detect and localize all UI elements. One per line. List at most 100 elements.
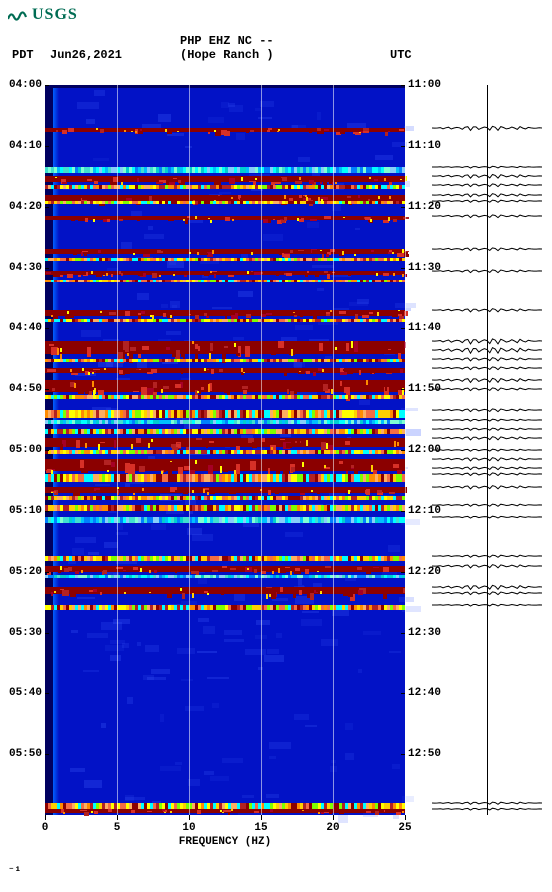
spec-noise	[86, 119, 96, 124]
y-tick-mark-right	[401, 146, 405, 147]
spec-noise	[405, 429, 421, 436]
spec-band	[45, 258, 405, 261]
spec-band	[45, 410, 405, 417]
y-tick-mark-right	[401, 693, 405, 694]
spec-noise	[87, 633, 108, 637]
spec-band	[45, 167, 405, 173]
spec-noise	[267, 649, 279, 655]
spec-noise	[158, 114, 171, 122]
spec-noise	[312, 265, 334, 268]
spec-band	[45, 429, 405, 434]
spec-noise	[264, 655, 285, 662]
seis-trace	[432, 406, 542, 412]
spec-noise	[95, 484, 110, 486]
y-tick-right: 12:10	[408, 505, 441, 517]
spec-gridline	[117, 85, 118, 815]
seis-trace	[432, 501, 542, 507]
spec-noise	[266, 794, 279, 798]
spec-noise	[224, 630, 242, 635]
spec-band	[45, 487, 405, 493]
y-tick-mark-right	[401, 754, 405, 755]
x-tick: 15	[254, 822, 267, 834]
usgs-logo: USGS	[8, 6, 78, 24]
y-tick-mark-right	[401, 572, 405, 573]
spec-noise	[104, 542, 118, 549]
spec-noise	[101, 723, 106, 729]
spec-noise	[307, 222, 318, 228]
spec-noise	[192, 534, 213, 541]
spec-noise	[151, 669, 169, 675]
y-tick-mark-left	[45, 511, 49, 512]
x-tick: 20	[326, 822, 339, 834]
spec-noise	[363, 631, 381, 635]
spec-band	[45, 280, 405, 282]
y-tick-left: 05:40	[4, 687, 42, 699]
usgs-logo-text: USGS	[32, 6, 78, 24]
spec-noise	[221, 102, 229, 108]
spec-noise	[197, 651, 217, 653]
seis-trace	[432, 589, 542, 595]
y-tick-mark-left	[45, 207, 49, 208]
spec-noise	[263, 234, 283, 241]
y-tick-mark-right	[401, 85, 405, 86]
y-tick-left: 04:10	[4, 140, 42, 152]
spec-noise	[393, 814, 399, 818]
spec-band	[45, 128, 405, 133]
spec-noise	[203, 626, 215, 634]
seis-trace	[432, 416, 542, 422]
seis-trace	[432, 446, 542, 452]
seis-trace	[432, 245, 542, 251]
spec-noise	[236, 133, 246, 140]
spec-noise	[121, 242, 132, 250]
spec-band	[45, 459, 405, 471]
y-tick-mark-left	[45, 633, 49, 634]
spec-noise	[77, 597, 95, 599]
spec-band	[45, 496, 405, 501]
spec-noise	[198, 618, 209, 622]
spec-noise	[285, 532, 303, 537]
spec-noise	[388, 545, 400, 552]
x-tick-mark	[405, 815, 406, 820]
spec-band	[45, 85, 405, 88]
spec-noise	[170, 301, 180, 308]
seis-trace	[432, 197, 542, 203]
spec-noise	[357, 299, 369, 304]
spec-noise	[245, 649, 266, 655]
seis-trace	[432, 376, 542, 382]
spec-noise	[305, 725, 318, 727]
spec-gridline	[189, 85, 190, 815]
y-tick-right: 12:40	[408, 687, 441, 699]
spec-noise	[229, 105, 243, 112]
spec-noise	[88, 552, 99, 555]
seis-trace	[432, 805, 542, 811]
spec-gridline	[261, 85, 262, 815]
spec-noise	[151, 524, 166, 531]
seis-trace	[432, 562, 542, 568]
spec-band	[45, 605, 405, 610]
spec-noise	[359, 400, 369, 404]
spec-noise	[122, 643, 129, 648]
y-tick-mark-right	[401, 450, 405, 451]
y-tick-left: 04:00	[4, 79, 42, 91]
y-tick-left: 04:40	[4, 322, 42, 334]
spec-band	[45, 341, 405, 354]
spectrogram-plot	[45, 85, 405, 815]
y-tick-left: 05:50	[4, 748, 42, 760]
spec-noise	[256, 620, 270, 625]
station-location: (Hope Ranch )	[180, 48, 274, 62]
spec-noise	[160, 766, 180, 771]
spec-noise	[301, 619, 322, 625]
spec-noise	[224, 639, 244, 642]
y-tick-mark-left	[45, 450, 49, 451]
spec-band	[45, 505, 405, 511]
y-tick-right: 12:30	[408, 627, 441, 639]
spec-noise	[177, 648, 195, 654]
usgs-wave-icon	[8, 7, 28, 23]
spec-gridline	[405, 85, 406, 815]
seis-trace	[432, 601, 542, 607]
seis-trace	[432, 267, 542, 273]
y-tick-mark-left	[45, 146, 49, 147]
spec-noise	[93, 158, 109, 161]
seis-trace	[432, 364, 542, 370]
x-tick: 10	[182, 822, 195, 834]
